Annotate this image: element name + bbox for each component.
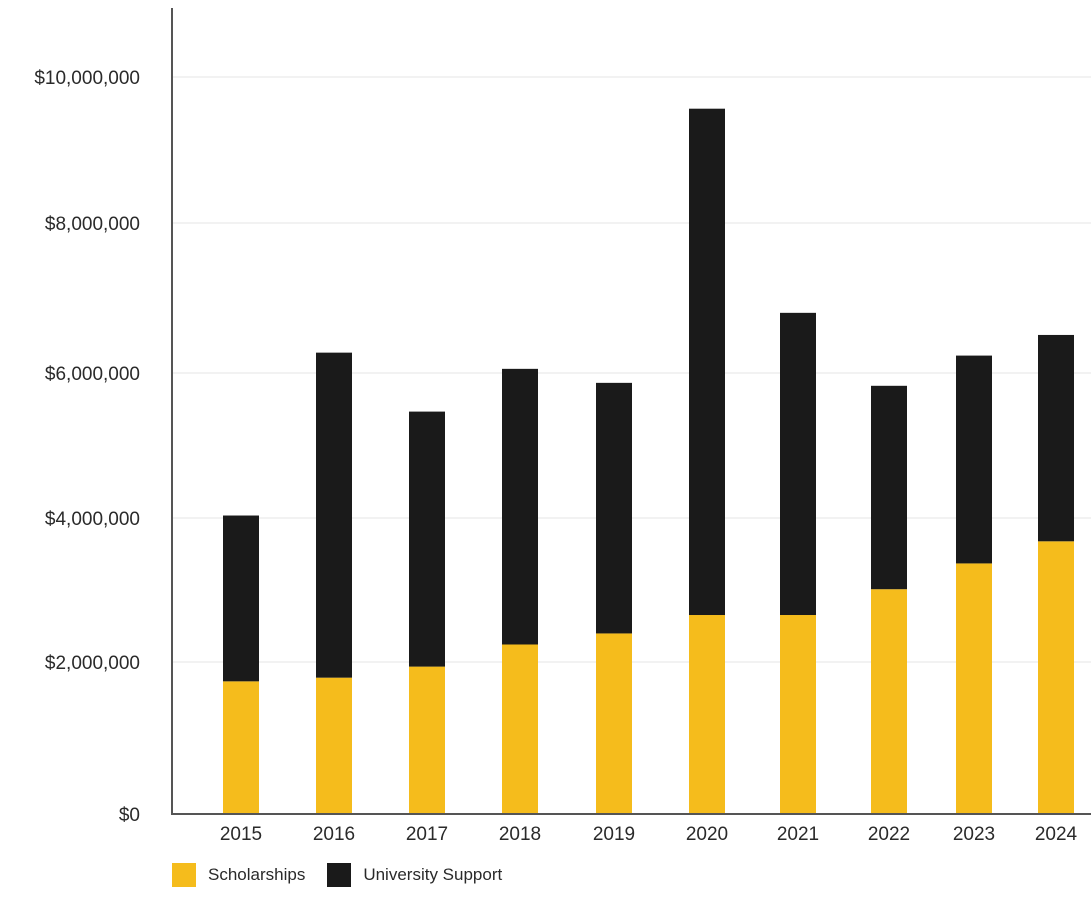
y-tick-label: $8,000,000 bbox=[45, 214, 140, 235]
bars bbox=[223, 108, 1074, 814]
legend-label-scholarships: Scholarships bbox=[208, 865, 306, 884]
x-tick-label: 2022 bbox=[868, 824, 910, 845]
bar-segment-university-support bbox=[1038, 334, 1074, 542]
y-tick-label: $0 bbox=[119, 805, 140, 826]
x-tick-label: 2019 bbox=[593, 824, 635, 845]
bar-segment-university-support bbox=[223, 515, 259, 682]
axes bbox=[171, 8, 1091, 815]
bar-segment-scholarships bbox=[1038, 541, 1074, 814]
bar-segment-university-support bbox=[409, 411, 445, 667]
legend-item-university-support: University Support bbox=[327, 863, 502, 887]
y-tick-label: $2,000,000 bbox=[45, 653, 140, 674]
x-tick-label: 2021 bbox=[777, 824, 819, 845]
x-tick-label: 2015 bbox=[220, 824, 262, 845]
bar-segment-scholarships bbox=[409, 666, 445, 814]
legend-swatch-scholarships bbox=[172, 863, 196, 887]
x-tick-label: 2024 bbox=[1035, 824, 1078, 845]
bar-segment-scholarships bbox=[223, 681, 259, 814]
bar-segment-scholarships bbox=[596, 633, 632, 814]
y-tick-label: $6,000,000 bbox=[45, 364, 140, 385]
bar-segment-university-support bbox=[316, 352, 352, 678]
legend-item-scholarships: Scholarships bbox=[172, 863, 305, 887]
x-tick-label: 2016 bbox=[313, 824, 355, 845]
bar-segment-scholarships bbox=[502, 644, 538, 814]
x-tick-label: 2023 bbox=[953, 824, 995, 845]
bar-segment-scholarships bbox=[871, 589, 907, 814]
y-tick-label: $10,000,000 bbox=[34, 68, 140, 89]
bar-segment-university-support bbox=[596, 382, 632, 634]
legend: Scholarships University Support bbox=[172, 862, 524, 888]
bar-segment-scholarships bbox=[689, 615, 725, 814]
legend-label-university-support: University Support bbox=[363, 865, 503, 884]
x-tick-label: 2018 bbox=[499, 824, 541, 845]
bar-segment-scholarships bbox=[780, 615, 816, 814]
bar-segment-university-support bbox=[689, 108, 725, 616]
y-tick-label: $4,000,000 bbox=[45, 509, 140, 530]
bar-segment-scholarships bbox=[956, 563, 992, 814]
legend-swatch-university-support bbox=[327, 863, 352, 887]
tick-labels: $0 $2,000,000 $4,000,000 $6,000,000 $8,000,0… bbox=[34, 68, 1077, 845]
bar-segment-scholarships bbox=[316, 677, 352, 814]
x-tick-label: 2020 bbox=[686, 824, 728, 845]
bar-segment-university-support bbox=[871, 385, 907, 590]
bar-segment-university-support bbox=[956, 355, 992, 564]
x-tick-label: 2017 bbox=[406, 824, 448, 845]
bar-segment-university-support bbox=[502, 368, 538, 645]
bar-segment-university-support bbox=[780, 312, 816, 616]
